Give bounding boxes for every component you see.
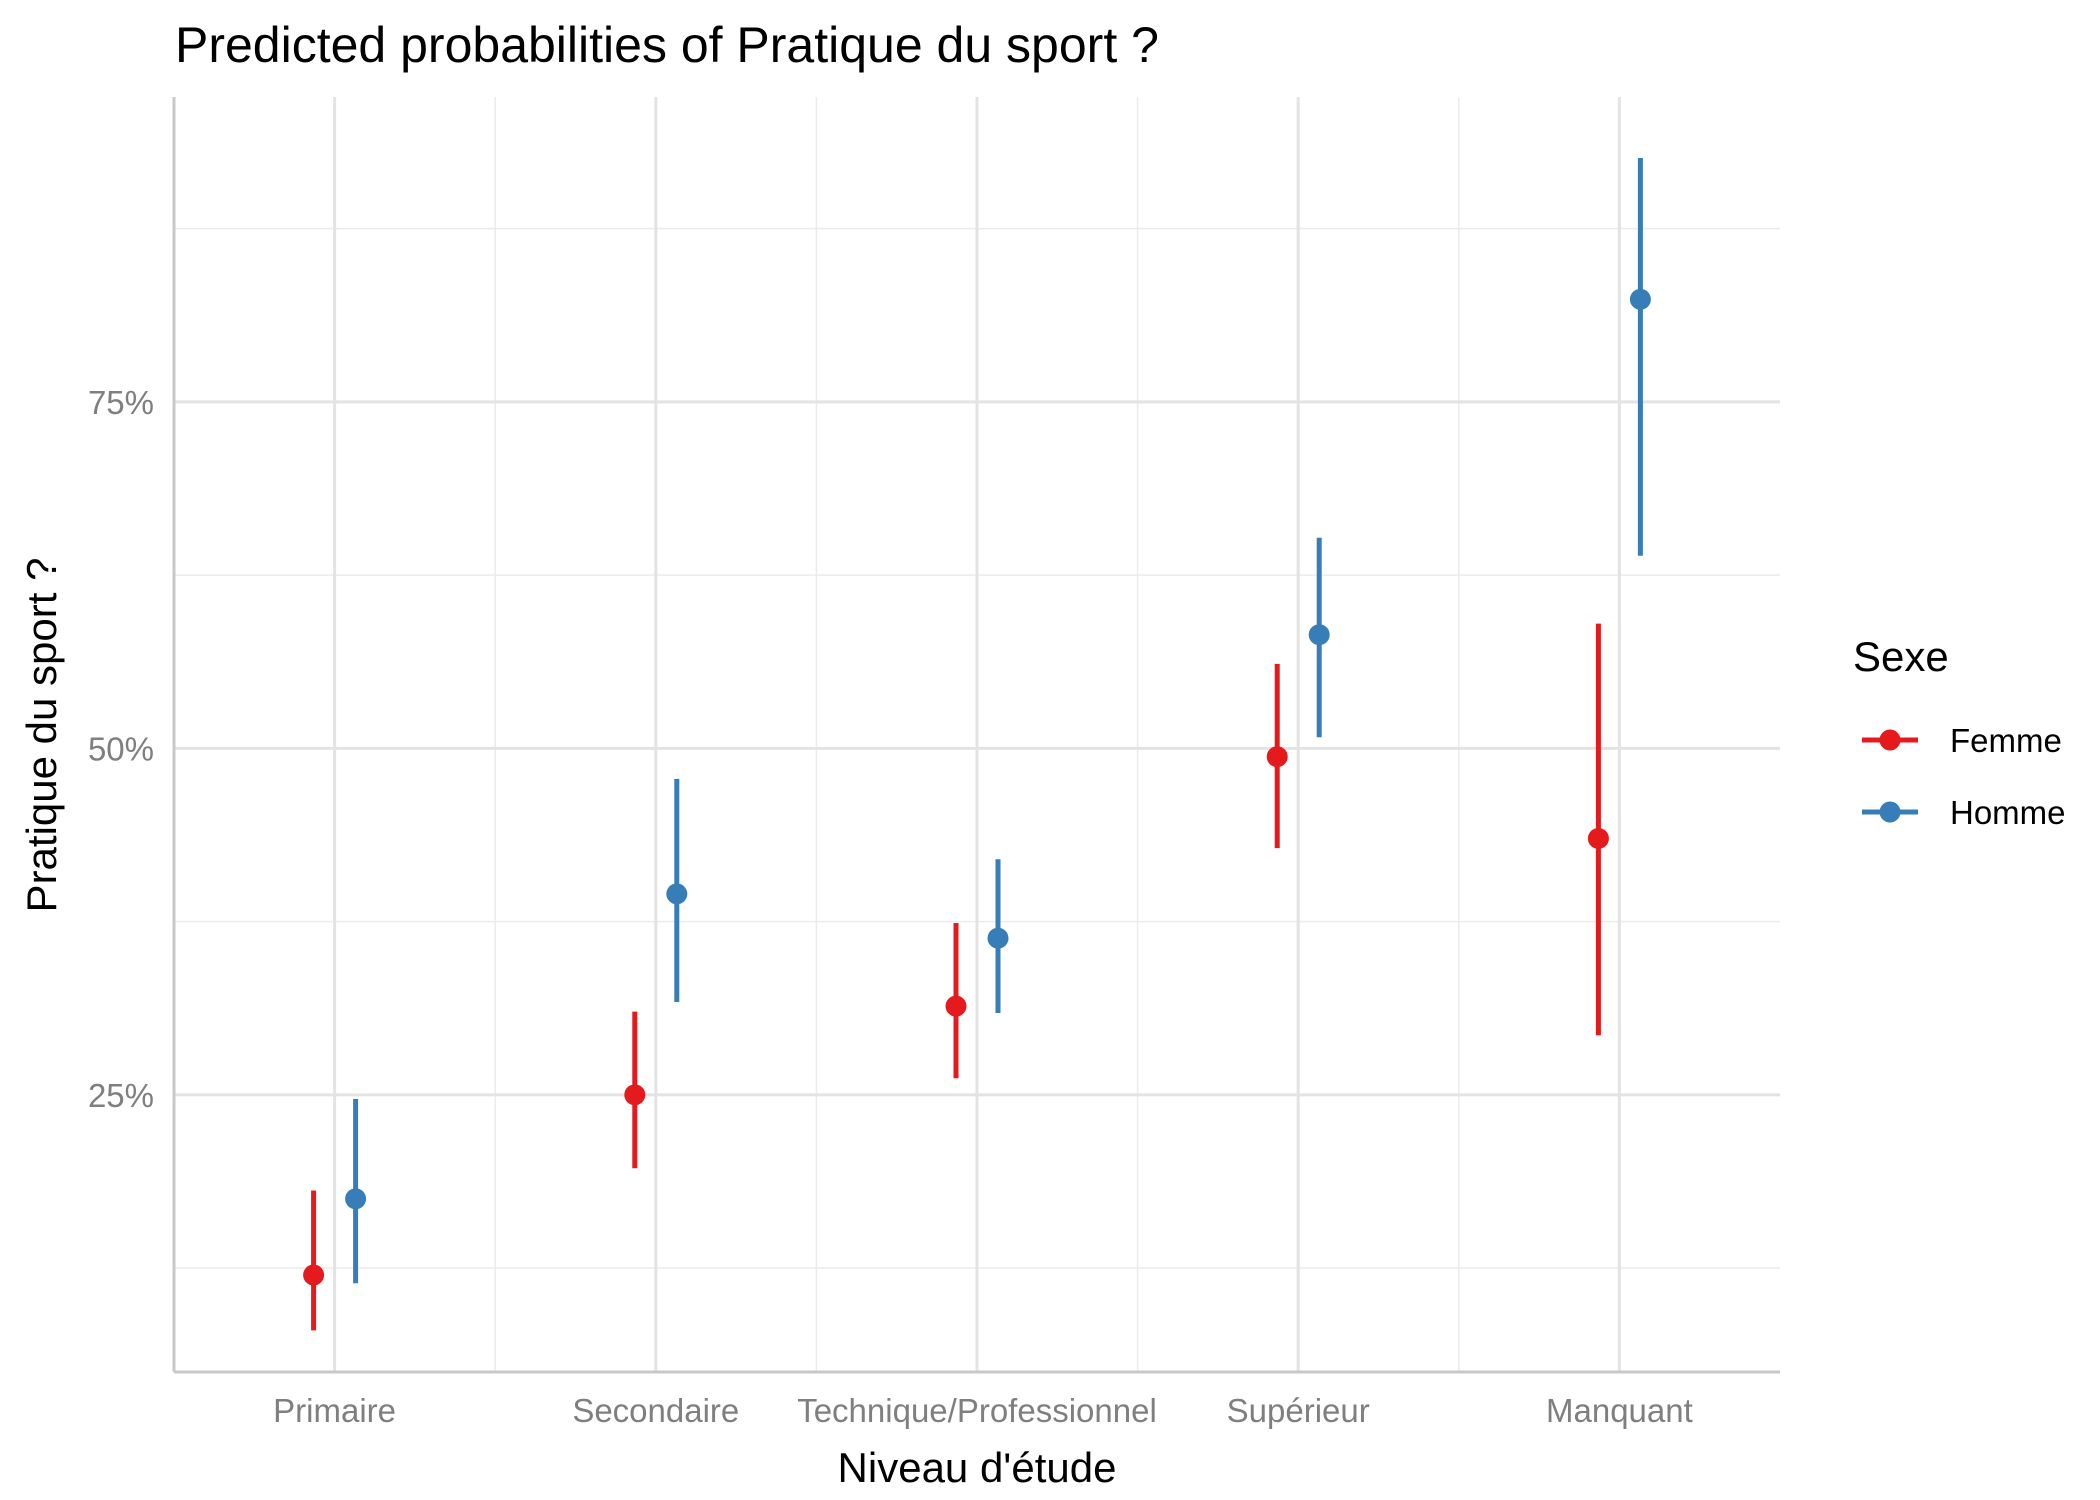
y-tick-labels: 25% 50% 75% bbox=[88, 384, 154, 1114]
point-homme bbox=[987, 927, 1009, 949]
x-axis-title: Niveau d'étude bbox=[838, 1444, 1117, 1491]
x-tick-label: Primaire bbox=[273, 1392, 396, 1429]
point-femme bbox=[1266, 746, 1288, 768]
point-homme bbox=[345, 1188, 367, 1210]
y-tick-label: 25% bbox=[88, 1077, 154, 1114]
point-femme bbox=[1587, 827, 1609, 849]
x-tick-label: Supérieur bbox=[1227, 1392, 1370, 1429]
y-tick-label: 75% bbox=[88, 384, 154, 421]
legend-item-femme: Femme bbox=[1862, 722, 2062, 759]
legend-label: Femme bbox=[1950, 722, 2062, 759]
data-marks bbox=[303, 157, 1651, 1331]
point-homme bbox=[666, 883, 688, 905]
x-tick-label: Technique/Professionnel bbox=[797, 1392, 1157, 1429]
point-femme bbox=[945, 995, 967, 1017]
legend-items: Femme Homme bbox=[1862, 722, 2066, 831]
legend-key-point bbox=[1879, 729, 1901, 751]
chart-title: Predicted probabilities of Pratique du s… bbox=[175, 17, 1159, 73]
legend-title: Sexe bbox=[1853, 633, 1949, 680]
point-homme bbox=[1629, 288, 1651, 310]
point-femme bbox=[624, 1084, 646, 1106]
x-tick-label: Manquant bbox=[1546, 1392, 1693, 1429]
legend-label: Homme bbox=[1950, 794, 2066, 831]
y-tick-label: 50% bbox=[88, 730, 154, 767]
x-tick-label: Secondaire bbox=[572, 1392, 739, 1429]
point-homme bbox=[1308, 624, 1330, 646]
legend: Sexe Femme Homme bbox=[1853, 633, 2066, 831]
point-femme bbox=[303, 1264, 325, 1286]
x-tick-labels: Primaire Secondaire Technique/Professionne… bbox=[273, 1392, 1693, 1429]
major-gridlines bbox=[174, 97, 1780, 1372]
y-axis-title: Pratique du sport ? bbox=[18, 558, 65, 913]
legend-item-homme: Homme bbox=[1862, 794, 2066, 831]
legend-key-point bbox=[1879, 801, 1901, 823]
